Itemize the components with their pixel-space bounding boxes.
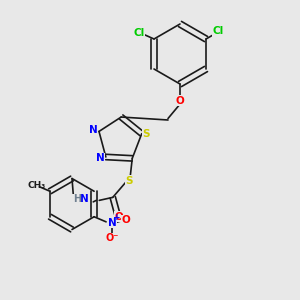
Text: O⁻: O⁻ [105,233,119,243]
Text: O: O [122,215,130,225]
Text: N: N [108,218,116,228]
Text: S: S [142,129,150,139]
Text: S: S [125,176,133,186]
Text: O: O [176,95,184,106]
Text: N: N [89,125,98,135]
Text: Cl: Cl [212,26,224,37]
Text: Cl: Cl [134,28,145,38]
Text: N: N [80,194,89,205]
Text: O: O [114,212,123,222]
Text: +: + [113,213,121,222]
Text: H: H [73,194,81,205]
Text: N: N [96,154,105,164]
Text: CH₃: CH₃ [27,181,46,190]
